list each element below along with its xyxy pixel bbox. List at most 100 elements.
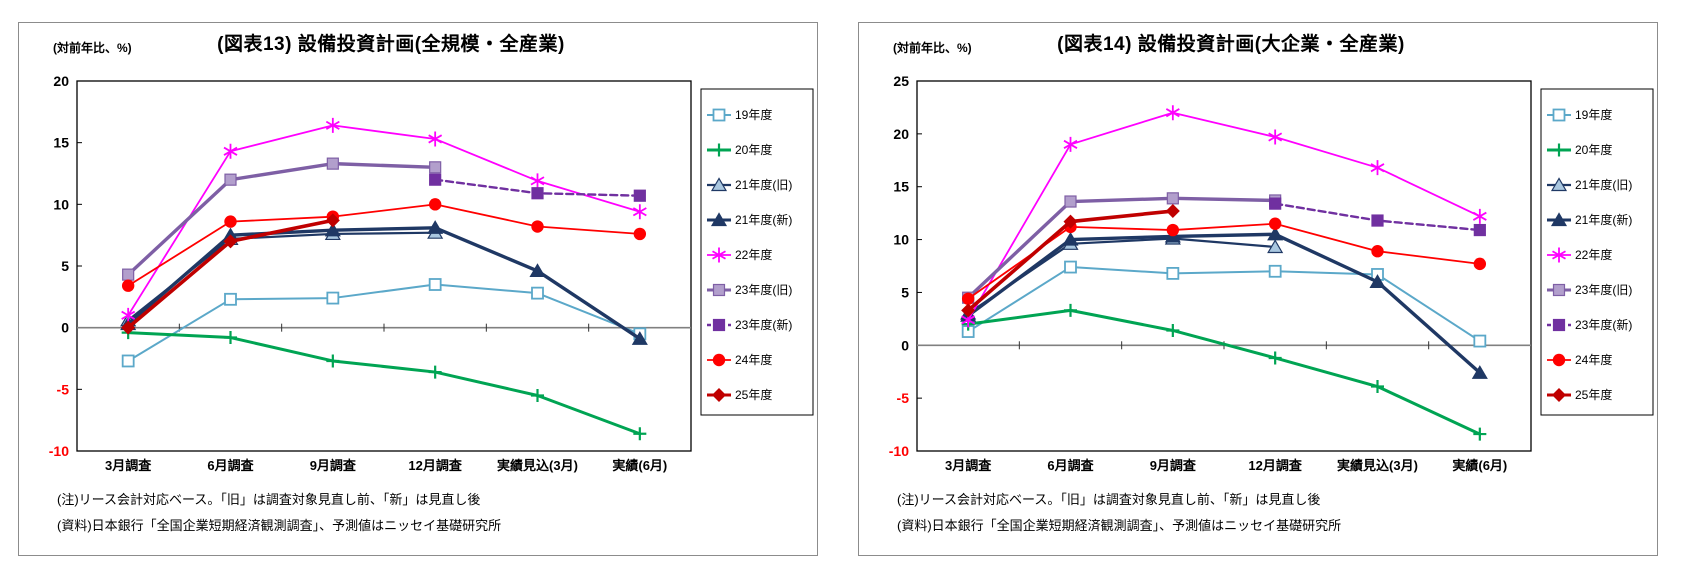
legend-item-1: 19年度: [707, 107, 772, 122]
chart-note-method: (注)リース会計対応ベース。「旧」は調査対象見直し前、「新」は見直し後: [57, 492, 481, 507]
marker-triangle-icon: [1267, 239, 1284, 254]
marker-plus-icon: [1268, 351, 1282, 365]
marker-square-icon: [429, 173, 442, 186]
marker-diamond-icon: [1552, 388, 1566, 402]
marker-triangle-icon: [710, 177, 728, 192]
marker-asterisk-icon: [1063, 136, 1078, 152]
series-line: [127, 283, 641, 362]
series-line: [967, 222, 1481, 300]
marker-open-square-icon: [1166, 266, 1180, 280]
series-line: [127, 124, 641, 317]
marker-asterisk-icon: [1370, 160, 1385, 176]
legend: 19年度 20年度 21年度(旧) 21年度(新) 22年度 23年度(旧) 23年度(新)…: [1540, 88, 1654, 416]
y-axis-tick-label: 10: [893, 232, 909, 248]
y-axis-tick-label: 0: [901, 337, 909, 353]
legend-item-4: 21年度(新): [707, 212, 792, 227]
marker-asterisk-icon: [428, 131, 443, 147]
marker-circle-icon: [1166, 223, 1180, 237]
panel-figure-14: 25 20 15 10 5 0 -5 -10 3月調査 6月調査 9月調査 12月調査 実績見込(3月)…: [858, 22, 1658, 556]
series-line: [967, 111, 1481, 321]
legend-label: 22年度: [1575, 247, 1612, 262]
marker-triangle-icon: [710, 212, 728, 227]
series-line: [126, 226, 642, 341]
y-axis-tick-label: 15: [53, 135, 69, 151]
marker-plus-icon: [1371, 380, 1384, 394]
series-line: [126, 331, 642, 436]
legend-item-3: 21年度(旧): [1547, 177, 1632, 192]
marker-circle-icon: [633, 227, 647, 241]
legend-label: 21年度(旧): [735, 177, 792, 192]
series-22年度: [961, 105, 1487, 328]
marker-plus-icon: [224, 331, 237, 345]
marker-square-icon: [1064, 195, 1077, 208]
marker-circle-icon: [712, 353, 726, 367]
marker-square-icon: [1166, 192, 1179, 205]
legend-item-5: 22年度: [1547, 247, 1612, 263]
y-axis-tick-label: 5: [901, 284, 909, 300]
legend: 19年度 20年度 21年度(旧) 21年度(新) 22年度 23年度(旧) 23年度(新)…: [700, 88, 814, 416]
x-axis-category-label: 12月調査: [1248, 458, 1302, 473]
marker-open-square-icon: [712, 108, 726, 122]
legend-label: 19年度: [735, 107, 772, 122]
legend-item-1: 19年度: [1547, 107, 1612, 122]
marker-asterisk-icon: [1552, 247, 1566, 263]
line-chart-figure-14: 25 20 15 10 5 0 -5 -10 3月調査 6月調査 9月調査 12月調査 実績見込(3月)…: [889, 73, 1654, 473]
x-axis-category-label: 12月調査: [408, 458, 462, 473]
x-axis-category-label: 3月調査: [105, 458, 152, 473]
marker-triangle-icon: [1369, 274, 1386, 288]
chart-note-source: (資料)日本銀行「全国企業短期経済観測調査」、予測値はニッセイ基礎研究所: [897, 518, 1342, 533]
marker-triangle-icon: [324, 222, 341, 237]
marker-plus-icon: [1166, 323, 1180, 337]
legend-label: 21年度(新): [1575, 212, 1632, 227]
marker-open-square-icon: [531, 286, 544, 300]
marker-square-icon: [1269, 197, 1282, 210]
x-axis-category-label: 3月調査: [945, 458, 992, 473]
legend-item-4: 21年度(新): [1547, 212, 1632, 227]
legend-item-5: 22年度: [707, 247, 772, 263]
marker-asterisk-icon: [1165, 105, 1180, 121]
marker-circle-icon: [428, 198, 442, 211]
marker-plus-icon: [428, 365, 442, 379]
y-axis-tick-label: -5: [57, 381, 70, 397]
marker-open-square-icon: [326, 291, 340, 305]
legend-label: 24年度: [735, 352, 772, 367]
legend-label: 20年度: [735, 142, 772, 157]
chart-note-source: (資料)日本銀行「全国企業短期経済観測調査」、予測値はニッセイ基礎研究所: [57, 518, 502, 533]
legend-item-3: 21年度(旧): [707, 177, 792, 192]
marker-open-square-icon: [121, 354, 135, 368]
panel-figure-13: 20 15 10 5 0 -5 -10 3月調査 6月調査 9月調査 12月調査 実績見込(3月) 実績…: [18, 22, 818, 556]
marker-square-icon: [1552, 283, 1566, 297]
marker-square-icon: [1473, 223, 1486, 237]
series-line: [127, 203, 641, 287]
legend-label: 23年度(旧): [1575, 282, 1632, 297]
x-axis-category-label: 6月調査: [1047, 458, 1094, 473]
marker-open-square-icon: [1064, 260, 1077, 274]
y-axis-tick-label: 0: [61, 320, 69, 336]
series-23年度(旧): [122, 157, 442, 281]
legend-item-6: 23年度(旧): [1547, 282, 1632, 297]
x-axis-category-label: 9月調査: [1150, 458, 1197, 473]
x-axis-category-label: 実績(6月): [1452, 458, 1507, 473]
x-axis-category-label: 6月調査: [207, 458, 254, 473]
marker-square-icon: [633, 189, 646, 202]
legend-item-8: 24年度: [707, 352, 772, 367]
y-axis-tick-label: 20: [893, 126, 909, 142]
y-axis-tick-label: 15: [893, 179, 909, 195]
legend-label: 23年度(旧): [735, 282, 792, 297]
marker-circle-icon: [121, 279, 135, 292]
chart-note-method: (注)リース会計対応ベース。「旧」は調査対象見直し前、「新」は見直し後: [897, 492, 1321, 507]
marker-triangle-icon: [427, 220, 444, 234]
marker-diamond-icon: [223, 234, 238, 249]
marker-circle-icon: [1268, 217, 1282, 230]
marker-circle-icon: [1473, 257, 1487, 271]
marker-asterisk-icon: [121, 307, 136, 323]
marker-asterisk-icon: [325, 117, 340, 133]
marker-open-square-icon: [428, 278, 442, 291]
series-25年度: [961, 204, 1180, 318]
marker-plus-icon: [1064, 303, 1077, 317]
marker-asterisk-icon: [632, 204, 647, 220]
legend-item-2: 20年度: [1547, 142, 1612, 157]
marker-diamond-icon: [1165, 204, 1180, 219]
marker-asterisk-icon: [712, 247, 726, 263]
